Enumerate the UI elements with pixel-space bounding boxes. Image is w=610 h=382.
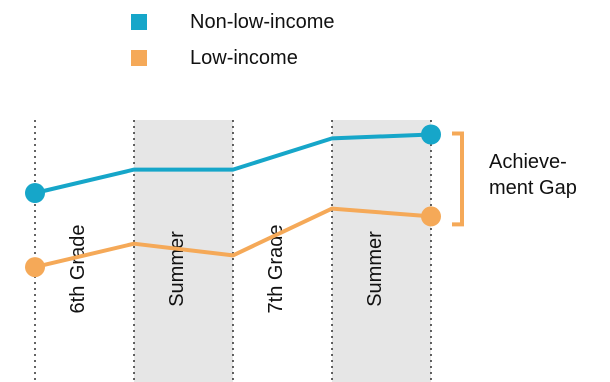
gap-bracket	[452, 131, 464, 227]
legend-label-non-low-income: Non-low-income	[190, 11, 335, 33]
series-points	[25, 124, 441, 278]
data-point	[421, 124, 441, 145]
achievement-gap-annotation: Achieve-ment Gap	[452, 131, 577, 227]
period-label: 7th Grade	[265, 225, 287, 314]
gap-label-line: Achieve-	[489, 151, 567, 173]
series-lines	[33, 132, 433, 270]
gap-label-line: ment Gap	[489, 177, 577, 199]
period-label: Summer	[364, 231, 386, 307]
period-label: 6th Grade	[67, 225, 89, 314]
summer-bands	[134, 120, 431, 382]
data-point	[25, 183, 45, 203]
legend-label-low-income: Low-income	[190, 47, 298, 69]
data-point	[421, 206, 441, 227]
summer-band	[332, 120, 431, 382]
series-line-low-income	[33, 206, 433, 270]
gap-label: Achieve-ment Gap	[489, 151, 577, 199]
legend-swatch-low-income	[131, 50, 147, 66]
period-gridlines	[34, 120, 432, 382]
legend-swatch-non-low-income	[131, 14, 147, 30]
data-point	[25, 257, 45, 278]
series-line-non-low-income	[33, 132, 433, 195]
period-label: Summer	[166, 231, 188, 307]
